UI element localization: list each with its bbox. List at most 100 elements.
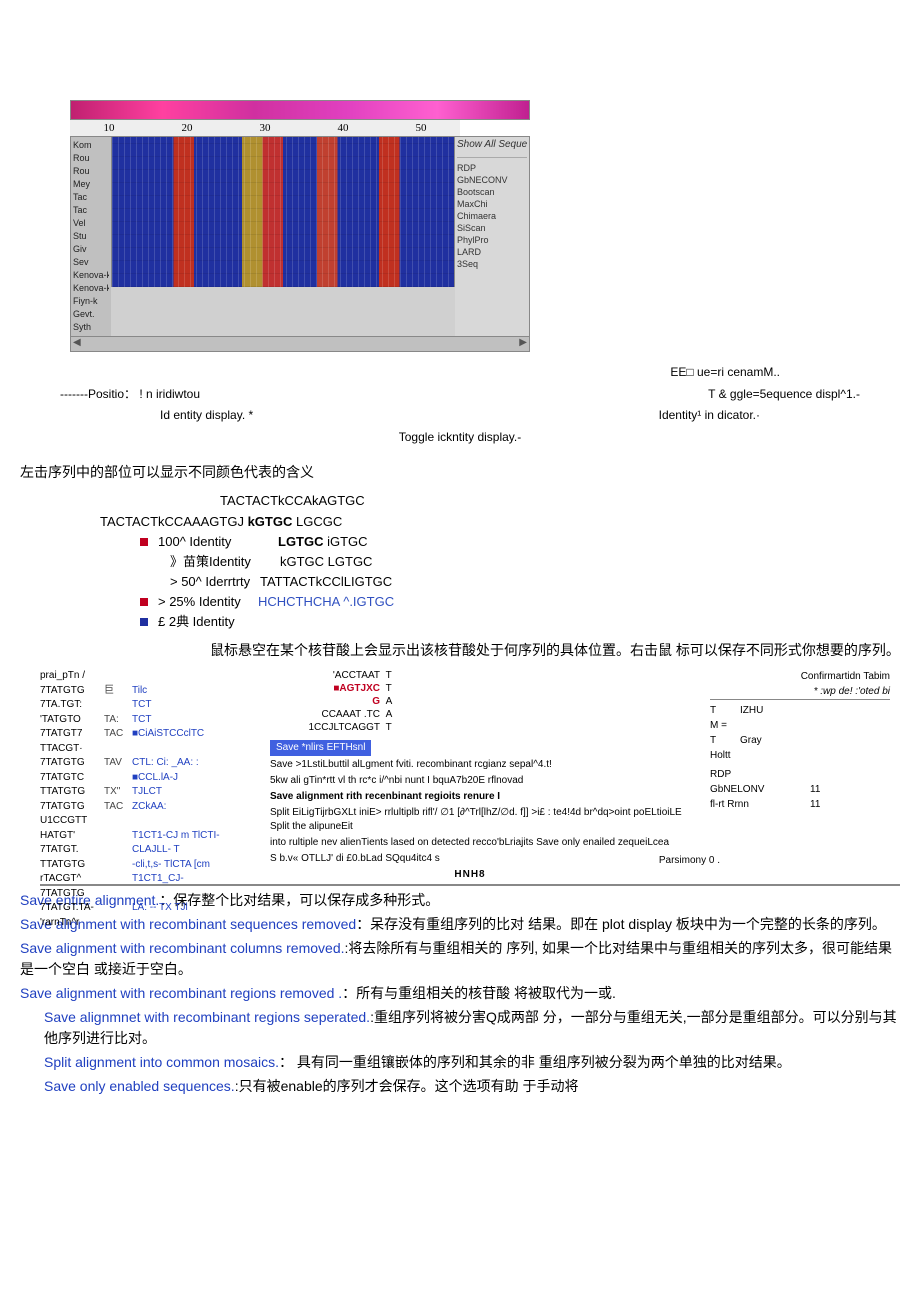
scale-tick: 50 bbox=[401, 122, 441, 134]
para-left-click: 左击序列中的部位可以显示不同颜色代表的含义 bbox=[20, 462, 900, 483]
conf-pair: TIZHU bbox=[710, 703, 890, 718]
seq-name: Giv bbox=[73, 243, 109, 256]
seq-row: 7TATGTGTACZCkAA: bbox=[40, 800, 280, 815]
legend-50-seq: TATTACTkCClLIGTGC bbox=[260, 572, 392, 592]
parsimony-label: Parsimony 0 . bbox=[659, 854, 720, 868]
identity-legend: TACTACTkCCAkAGTGC TACTACTkCCAAAGTGJ kGTG… bbox=[100, 491, 900, 632]
square-icon bbox=[140, 598, 148, 606]
method-name: LARD bbox=[457, 246, 527, 258]
method-name: 3Seq bbox=[457, 258, 527, 270]
context-menu: 'ACCTAAT T■AGTJXC TG ACCAAAT .TC A1CCJLT… bbox=[270, 669, 700, 868]
seq-name: Tac bbox=[73, 204, 109, 217]
seq-name: Syth bbox=[73, 321, 109, 334]
seq-row: 'rarnTn^r bbox=[40, 916, 280, 931]
alignment-colormap bbox=[111, 137, 455, 287]
conf-pair: Holtt bbox=[710, 748, 890, 763]
horiz-scrollbar[interactable] bbox=[70, 337, 530, 352]
square-icon bbox=[140, 538, 148, 546]
scale-tick: 10 bbox=[89, 122, 129, 134]
alignment-figure: 10 20 30 40 50 KomRouRouMeyTacTacVelStuGivSe… bbox=[70, 100, 530, 352]
seq-name: Vel bbox=[73, 217, 109, 230]
context-menu-item[interactable]: Save alignment rith recenbinant regioits… bbox=[270, 790, 700, 804]
context-menu-item[interactable]: Split EiLigTijrbGXLt iniE> rrlultiplb ri… bbox=[270, 806, 700, 834]
figure-annotations: EE□ ue=ri cenamM.. -------Positio： ! n i… bbox=[20, 362, 900, 448]
legend-cov-seq: kGTGC LGTGC bbox=[280, 552, 372, 572]
seq-row: 7TA.TGT:TCT bbox=[40, 698, 280, 713]
method-name: GbNECONV bbox=[457, 174, 527, 186]
seq-row: 7TATGTG bbox=[40, 887, 280, 902]
sequence-list: prai_pTn /7TATGTG巨Tilc7TA.TGT:TCT'TATGTO… bbox=[40, 669, 280, 930]
label-identity-indicator: Identity¹ in dicator.· bbox=[659, 405, 760, 427]
scale-tick: 40 bbox=[323, 122, 363, 134]
seq-row: 'TATGTOTA:TCT bbox=[40, 713, 280, 728]
context-menu-item[interactable]: into rultiple nev alienTients lased on d… bbox=[270, 836, 700, 850]
seq-name: Tac bbox=[73, 191, 109, 204]
confirmation-table: Confirmartidn Tabim * :wp de! :'oted bi … bbox=[710, 669, 890, 812]
save-option: Save alignment with recombinant columns … bbox=[20, 938, 900, 981]
label-position: -------Positio： ! n iridiwtou bbox=[60, 384, 200, 406]
save-option: Save only enabled sequences.:只有被enable的序… bbox=[44, 1076, 900, 1098]
legend-seq-1: TACTACTkCCAkAGTGC bbox=[220, 491, 365, 511]
seq-name: Kenova-kc bbox=[73, 269, 109, 282]
sequence-names: KomRouRouMeyTacTacVelStuGivSevKenova-kcK… bbox=[71, 137, 111, 336]
square-icon bbox=[140, 618, 148, 626]
seq-row: prai_pTn / bbox=[40, 669, 280, 684]
conf-pair: M = bbox=[710, 718, 890, 733]
para-hover: 鼠标悬空在某个核苷酸上会显示出该核苷酸处于何序列的具体位置。右击鼠 标可以保存不… bbox=[20, 640, 900, 661]
legend-25-label: > 25% Identity bbox=[158, 592, 258, 612]
cursor-seq: ■AGTJXC T bbox=[270, 682, 700, 695]
label-toggle-seq: T & ggle=5equence displ^1.- bbox=[708, 384, 860, 406]
method-name: Bootscan bbox=[457, 186, 527, 198]
method-name: PhylPro bbox=[457, 234, 527, 246]
conf-pair: TGray bbox=[710, 733, 890, 748]
position-scale: 10 20 30 40 50 bbox=[70, 120, 460, 136]
seq-row: U1CCGTT bbox=[40, 814, 280, 829]
seq-name: Kom bbox=[73, 139, 109, 152]
seq-name: Rou bbox=[73, 152, 109, 165]
seq-row: 7TATGT.CLAJLL- T bbox=[40, 843, 280, 858]
context-menu-item[interactable]: Save >1LstiLbuttil alLgment fviti. recom… bbox=[270, 758, 700, 772]
seq-row: 7TATGT7TAC■CiAiSTCCclTC bbox=[40, 727, 280, 742]
seq-name: Fiyn-k bbox=[73, 295, 109, 308]
methods-panel: Show All Sequences RDPGbNECONVBootscanMa… bbox=[455, 137, 529, 336]
seq-name: Sev bbox=[73, 256, 109, 269]
cursor-seq: 'ACCTAAT T bbox=[270, 669, 700, 682]
legend-50-label: > 50^ Iderrtrty bbox=[170, 572, 260, 592]
label-toggle-identity: Toggle ickntity display.- bbox=[399, 430, 522, 444]
method-row: fl-rt Rrnn11 bbox=[710, 797, 890, 812]
method-row: GbNELONV11 bbox=[710, 782, 890, 797]
context-menu-item[interactable]: 5kw ali gTin*rtt vl th rc*c i/^nbi nunt … bbox=[270, 774, 700, 788]
legend-seq-2: TACTACTkCCAAAGTGJ kGTGC LGCGC bbox=[100, 512, 342, 532]
alignment-body: KomRouRouMeyTacTacVelStuGivSevKenova-kcK… bbox=[70, 136, 530, 337]
conf-table-title: Confirmartidn Tabim bbox=[710, 669, 890, 684]
scale-tick: 20 bbox=[167, 122, 207, 134]
method-row: RDP bbox=[710, 767, 890, 782]
legend-cov-label: 》苗策Identity bbox=[170, 552, 280, 572]
seq-row: 7TATGTG巨Tilc bbox=[40, 684, 280, 699]
menu-save-entire[interactable]: Save *nlirs EFTHsnl bbox=[270, 740, 371, 756]
cursor-seq: 1CCJLTCAGGT T bbox=[270, 721, 700, 734]
seq-row: 7TATGTGTAVCTL: Ci: _AA: : bbox=[40, 756, 280, 771]
seq-row: 7TATGT.TA-LA: -- TX TJl bbox=[40, 901, 280, 916]
seq-row: HATGT'T1CT1-CJ m TlCTI- bbox=[40, 829, 280, 844]
show-all-label: Show All Sequences bbox=[457, 139, 527, 158]
seq-name: Stu bbox=[73, 230, 109, 243]
seq-name: Rou bbox=[73, 165, 109, 178]
scale-tick: 30 bbox=[245, 122, 285, 134]
legend-100-seq: LGTGC iGTGC bbox=[278, 532, 368, 552]
seq-row: TTACGT· bbox=[40, 742, 280, 757]
highlighted-seqs: 'ACCTAAT T■AGTJXC TG ACCAAAT .TC A1CCJLT… bbox=[270, 669, 700, 734]
pink-ruler bbox=[70, 100, 530, 120]
conf-table-sub: * :wp de! :'oted bi bbox=[710, 684, 890, 700]
method-name: MaxChi bbox=[457, 198, 527, 210]
method-name: SiScan bbox=[457, 222, 527, 234]
legend-le-label: £ 2典 Identity bbox=[158, 612, 235, 632]
context-menu-item[interactable]: S b.v« OTLLJ' di £0.bLad SQqu4itc4 s bbox=[270, 852, 700, 866]
seq-row: 7TATGTC■CCL.lA-J bbox=[40, 771, 280, 786]
bottom-bar-label: HNH8 bbox=[40, 868, 900, 882]
legend-100-label: 100^ Identity bbox=[158, 532, 278, 552]
cursor-seq: G A bbox=[270, 695, 700, 708]
method-name: RDP bbox=[457, 162, 527, 174]
seq-name: Kenova-kc bbox=[73, 282, 109, 295]
label-eeu: EE□ ue=ri cenamM.. bbox=[670, 365, 780, 379]
